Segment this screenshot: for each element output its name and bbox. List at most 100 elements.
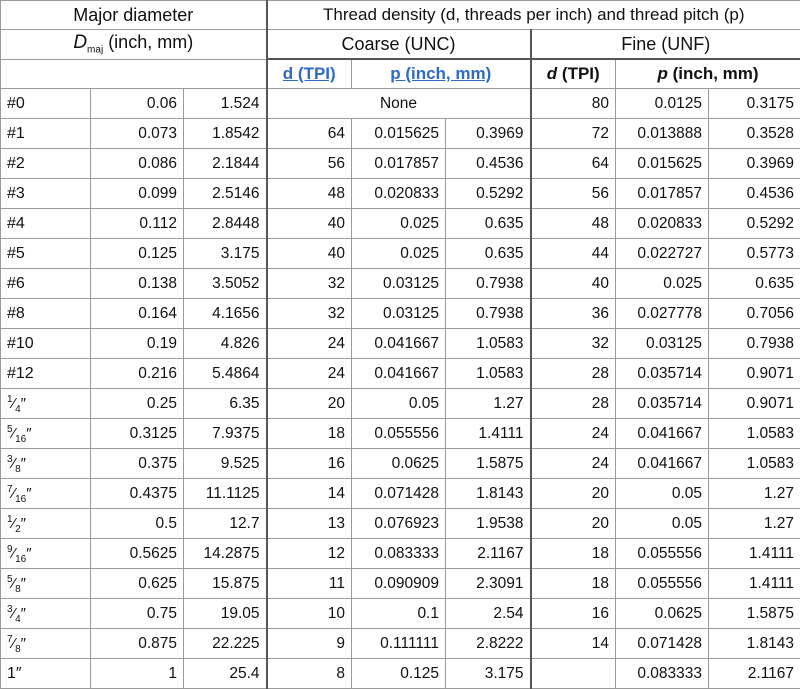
- diameter-mm-cell: 1.524: [184, 89, 267, 119]
- coarse-tpi-cell: 32: [267, 269, 352, 299]
- fine-pitch-mm-cell: 1.0583: [709, 449, 800, 479]
- coarse-pitch-inch-cell: 0.020833: [352, 179, 446, 209]
- fine-tpi-cell: 32: [531, 329, 616, 359]
- size-cell: #10: [1, 329, 91, 359]
- coarse-pitch-mm-cell: 0.3969: [446, 119, 531, 149]
- fine-tpi-cell: 48: [531, 209, 616, 239]
- major-diameter-header: Major diameter: [1, 1, 267, 30]
- coarse-pitch-link[interactable]: p (inch, mm): [390, 64, 491, 83]
- coarse-pitch-inch-cell: 0.03125: [352, 269, 446, 299]
- coarse-pitch-mm-cell: 0.7938: [446, 269, 531, 299]
- coarse-pitch-mm-cell: 0.4536: [446, 149, 531, 179]
- coarse-pitch-inch-cell: 0.025: [352, 209, 446, 239]
- fine-pitch-inch-cell: 0.035714: [616, 389, 709, 419]
- fraction-numerator: 5: [7, 424, 13, 435]
- diameter-mm-cell: 3.5052: [184, 269, 267, 299]
- size-cell: #3: [1, 179, 91, 209]
- diameter-inch-cell: 0.125: [91, 239, 184, 269]
- size-cell: 9⁄16″: [1, 539, 91, 569]
- diameter-mm-cell: 4.826: [184, 329, 267, 359]
- diameter-inch-cell: 1: [91, 659, 184, 689]
- diameter-inch-cell: 0.06: [91, 89, 184, 119]
- fine-p-units: (inch, mm): [673, 64, 759, 83]
- fine-pitch-mm-cell: 1.4111: [709, 539, 800, 569]
- fine-tpi-cell: 20: [531, 509, 616, 539]
- size-cell: #4: [1, 209, 91, 239]
- fine-tpi-cell: 24: [531, 449, 616, 479]
- diameter-mm-cell: 5.4864: [184, 359, 267, 389]
- fine-tpi-cell: 20: [531, 479, 616, 509]
- coarse-tpi-cell: 14: [267, 479, 352, 509]
- fine-pitch-mm-cell: 1.0583: [709, 419, 800, 449]
- fine-pitch-mm-cell: 0.4536: [709, 179, 800, 209]
- coarse-tpi-header[interactable]: d (TPI): [267, 59, 352, 89]
- fine-pitch-mm-cell: 1.27: [709, 479, 800, 509]
- fine-pitch-mm-cell: 0.7938: [709, 329, 800, 359]
- fine-tpi-cell: 18: [531, 539, 616, 569]
- fine-pitch-mm-cell: 0.5773: [709, 239, 800, 269]
- coarse-pitch-inch-cell: 0.083333: [352, 539, 446, 569]
- d-units: (inch, mm): [108, 32, 193, 52]
- coarse-pitch-header[interactable]: p (inch, mm): [352, 59, 531, 89]
- d-subscript: maj: [87, 45, 103, 56]
- fine-tpi-cell: 72: [531, 119, 616, 149]
- coarse-pitch-inch-cell: 0.041667: [352, 359, 446, 389]
- coarse-pitch-mm-cell: 2.3091: [446, 569, 531, 599]
- coarse-tpi-cell: 16: [267, 449, 352, 479]
- coarse-pitch-inch-cell: 0.017857: [352, 149, 446, 179]
- size-cell: #12: [1, 359, 91, 389]
- fine-pitch-mm-cell: 1.4111: [709, 569, 800, 599]
- coarse-pitch-mm-cell: 2.1167: [446, 539, 531, 569]
- fine-pitch-inch-cell: 0.0125: [616, 89, 709, 119]
- inch-mark: ″: [21, 635, 26, 652]
- coarse-header: Coarse (UNC): [267, 30, 531, 60]
- fine-d-symbol: d: [547, 64, 557, 83]
- diameter-inch-cell: 0.138: [91, 269, 184, 299]
- fine-pitch-mm-cell: 0.5292: [709, 209, 800, 239]
- diameter-mm-cell: 7.9375: [184, 419, 267, 449]
- fine-pitch-inch-cell: 0.0625: [616, 599, 709, 629]
- coarse-pitch-mm-cell: 2.54: [446, 599, 531, 629]
- size-cell: 5⁄8″: [1, 569, 91, 599]
- coarse-tpi-cell: 12: [267, 539, 352, 569]
- diameter-mm-cell: 1.8542: [184, 119, 267, 149]
- fine-tpi-cell: 16: [531, 599, 616, 629]
- fine-d-units: (TPI): [562, 64, 600, 83]
- fine-pitch-inch-cell: 0.055556: [616, 539, 709, 569]
- fraction-denominator: 16: [15, 434, 26, 445]
- diameter-inch-cell: 0.75: [91, 599, 184, 629]
- fine-pitch-inch-cell: 0.05: [616, 479, 709, 509]
- fine-tpi-cell: 40: [531, 269, 616, 299]
- fraction-numerator: 7: [7, 634, 13, 645]
- diameter-inch-cell: 0.375: [91, 449, 184, 479]
- fine-pitch-inch-cell: 0.015625: [616, 149, 709, 179]
- fine-pitch-mm-cell: 0.9071: [709, 389, 800, 419]
- coarse-pitch-mm-cell: 2.8222: [446, 629, 531, 659]
- coarse-tpi-link[interactable]: d (TPI): [283, 64, 336, 83]
- coarse-tpi-cell: 13: [267, 509, 352, 539]
- fine-pitch-mm-cell: 0.7056: [709, 299, 800, 329]
- fine-pitch-mm-cell: 2.1167: [709, 659, 800, 689]
- diameter-mm-cell: 4.1656: [184, 299, 267, 329]
- coarse-pitch-inch-cell: 0.1: [352, 599, 446, 629]
- diameter-mm-cell: 6.35: [184, 389, 267, 419]
- d-symbol: D: [73, 32, 87, 53]
- fine-pitch-inch-cell: 0.055556: [616, 569, 709, 599]
- diameter-mm-cell: 19.05: [184, 599, 267, 629]
- fine-pitch-mm-cell: 0.3528: [709, 119, 800, 149]
- coarse-pitch-mm-cell: 0.5292: [446, 179, 531, 209]
- d-maj-header: Dmaj (inch, mm): [1, 30, 267, 60]
- fine-tpi-cell: 80: [531, 89, 616, 119]
- fine-tpi-cell: 36: [531, 299, 616, 329]
- inch-mark: ″: [26, 545, 31, 562]
- coarse-pitch-mm-cell: 0.635: [446, 239, 531, 269]
